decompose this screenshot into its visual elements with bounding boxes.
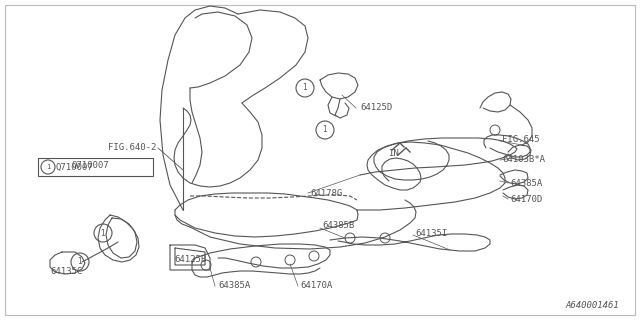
Text: Q710007: Q710007 xyxy=(72,161,109,170)
Text: 64178G: 64178G xyxy=(310,188,342,197)
Text: 64385A: 64385A xyxy=(510,179,542,188)
Text: 64170A: 64170A xyxy=(300,282,332,291)
Text: FIG.640-2: FIG.640-2 xyxy=(108,143,156,153)
Text: 1: 1 xyxy=(77,258,83,267)
Text: 1: 1 xyxy=(303,84,307,92)
Text: Q710007: Q710007 xyxy=(55,163,93,172)
Text: 64135C: 64135C xyxy=(50,267,83,276)
Text: 1: 1 xyxy=(100,228,106,237)
Text: IN: IN xyxy=(388,148,399,157)
Text: 64125D: 64125D xyxy=(360,103,392,113)
Text: 1: 1 xyxy=(45,164,51,170)
Text: 64385A: 64385A xyxy=(218,282,250,291)
Text: A640001461: A640001461 xyxy=(565,300,619,309)
Text: 64135I: 64135I xyxy=(415,228,447,237)
Bar xyxy=(38,158,153,176)
Text: 1: 1 xyxy=(323,125,328,134)
Text: FIG.645: FIG.645 xyxy=(502,135,540,145)
Text: 64103B*A: 64103B*A xyxy=(502,156,545,164)
Text: 64125B: 64125B xyxy=(174,254,206,263)
Text: 64385B: 64385B xyxy=(322,220,355,229)
Text: 64170D: 64170D xyxy=(510,196,542,204)
